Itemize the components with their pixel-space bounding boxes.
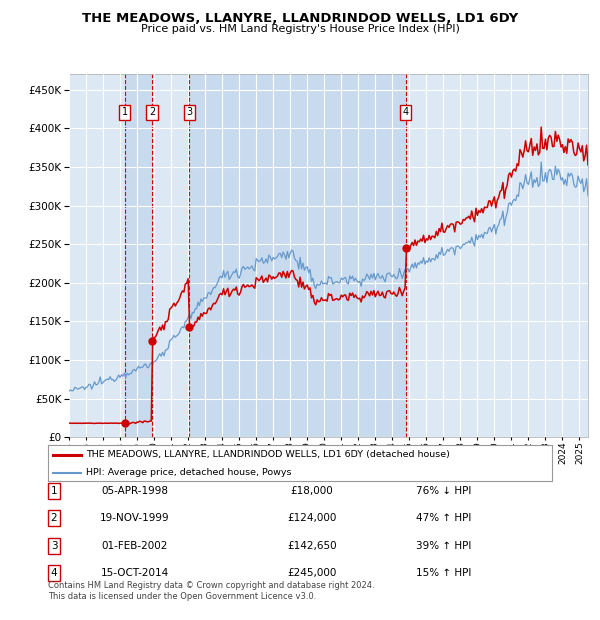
Text: 2: 2 [149, 107, 155, 117]
Text: 4: 4 [50, 568, 58, 578]
Text: 2: 2 [50, 513, 58, 523]
Bar [69, 74, 125, 437]
Text: 01-FEB-2002: 01-FEB-2002 [102, 541, 168, 551]
Text: £124,000: £124,000 [287, 513, 337, 523]
Bar [190, 74, 406, 437]
Text: 4: 4 [403, 107, 409, 117]
Text: 39% ↑ HPI: 39% ↑ HPI [416, 541, 472, 551]
Text: £18,000: £18,000 [290, 486, 334, 496]
Text: THE MEADOWS, LLANYRE, LLANDRINDOD WELLS, LD1 6DY (detached house): THE MEADOWS, LLANYRE, LLANDRINDOD WELLS,… [86, 450, 449, 459]
Text: 3: 3 [187, 107, 193, 117]
Text: £245,000: £245,000 [287, 568, 337, 578]
Text: 15-OCT-2014: 15-OCT-2014 [101, 568, 169, 578]
Text: 3: 3 [50, 541, 58, 551]
Text: Price paid vs. HM Land Registry's House Price Index (HPI): Price paid vs. HM Land Registry's House … [140, 24, 460, 33]
Text: THE MEADOWS, LLANYRE, LLANDRINDOD WELLS, LD1 6DY: THE MEADOWS, LLANYRE, LLANDRINDOD WELLS,… [82, 12, 518, 25]
Text: 76% ↓ HPI: 76% ↓ HPI [416, 486, 472, 496]
Text: 05-APR-1998: 05-APR-1998 [101, 486, 169, 496]
Text: 15% ↑ HPI: 15% ↑ HPI [416, 568, 472, 578]
Text: £142,650: £142,650 [287, 541, 337, 551]
Text: 1: 1 [122, 107, 128, 117]
Bar [406, 74, 588, 437]
Bar [125, 74, 152, 437]
Text: HPI: Average price, detached house, Powys: HPI: Average price, detached house, Powy… [86, 468, 292, 477]
Bar [152, 74, 190, 437]
Text: 1: 1 [50, 486, 58, 496]
Text: This data is licensed under the Open Government Licence v3.0.: This data is licensed under the Open Gov… [48, 592, 316, 601]
Text: 47% ↑ HPI: 47% ↑ HPI [416, 513, 472, 523]
Text: 19-NOV-1999: 19-NOV-1999 [100, 513, 170, 523]
Text: Contains HM Land Registry data © Crown copyright and database right 2024.: Contains HM Land Registry data © Crown c… [48, 581, 374, 590]
